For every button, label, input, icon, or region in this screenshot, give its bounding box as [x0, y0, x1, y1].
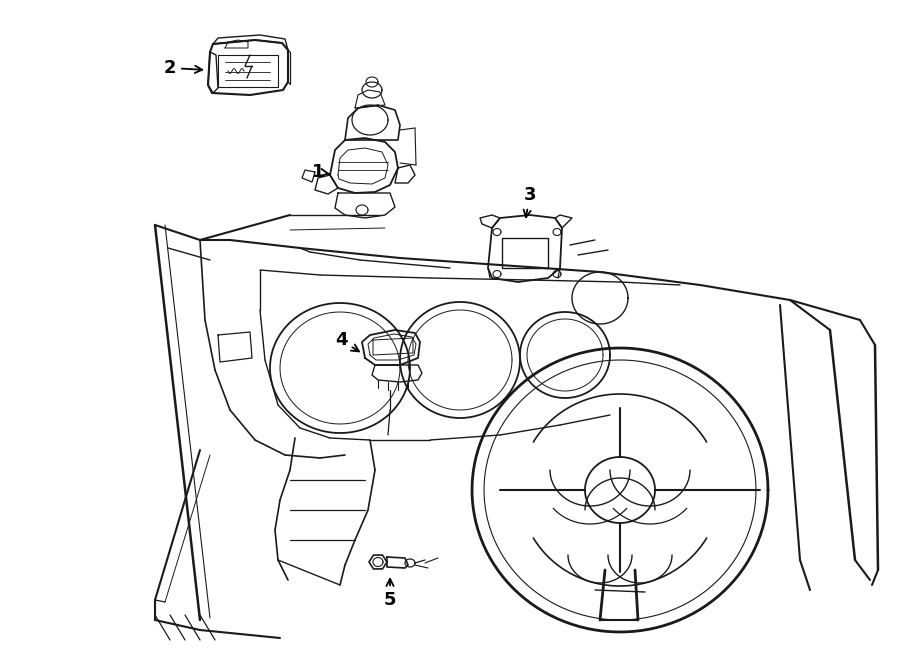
Text: 2: 2 [164, 59, 202, 77]
Text: 1: 1 [311, 163, 329, 181]
Text: 5: 5 [383, 579, 396, 609]
Text: 3: 3 [524, 186, 536, 217]
Text: 4: 4 [335, 331, 359, 352]
